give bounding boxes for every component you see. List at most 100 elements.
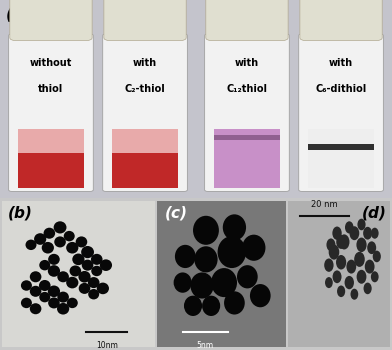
- Circle shape: [97, 282, 109, 294]
- Text: (c): (c): [165, 205, 187, 220]
- Circle shape: [76, 236, 87, 247]
- Circle shape: [336, 255, 346, 270]
- Circle shape: [237, 265, 258, 288]
- FancyBboxPatch shape: [206, 0, 288, 41]
- FancyBboxPatch shape: [205, 34, 289, 191]
- Bar: [214, 135, 280, 140]
- Circle shape: [72, 253, 85, 265]
- Circle shape: [25, 240, 36, 250]
- FancyBboxPatch shape: [300, 0, 382, 41]
- Text: with: with: [329, 58, 353, 68]
- Circle shape: [324, 259, 334, 272]
- Circle shape: [91, 266, 102, 276]
- Bar: [112, 129, 178, 153]
- Circle shape: [30, 271, 42, 282]
- Circle shape: [350, 289, 358, 300]
- Text: C₁₂thiol: C₁₂thiol: [227, 84, 267, 94]
- Circle shape: [88, 277, 100, 288]
- Text: thiol: thiol: [38, 84, 64, 94]
- Circle shape: [356, 238, 367, 252]
- Circle shape: [57, 292, 69, 303]
- Circle shape: [345, 276, 354, 289]
- Circle shape: [69, 265, 81, 276]
- Text: C₆-dithiol: C₆-dithiol: [316, 84, 367, 94]
- Circle shape: [79, 283, 90, 294]
- Text: 5nm: 5nm: [197, 341, 214, 350]
- FancyBboxPatch shape: [104, 0, 186, 41]
- Circle shape: [347, 260, 356, 274]
- Text: (b): (b): [8, 205, 33, 220]
- Circle shape: [21, 298, 32, 308]
- Circle shape: [242, 234, 265, 261]
- Circle shape: [327, 238, 336, 251]
- FancyBboxPatch shape: [103, 34, 187, 191]
- Text: with: with: [235, 58, 259, 68]
- Circle shape: [78, 271, 91, 282]
- Circle shape: [81, 246, 94, 258]
- Circle shape: [44, 228, 55, 239]
- Circle shape: [42, 242, 54, 253]
- Circle shape: [30, 286, 42, 297]
- Circle shape: [91, 254, 103, 265]
- Bar: [214, 129, 280, 188]
- Circle shape: [363, 227, 372, 240]
- Circle shape: [57, 303, 69, 315]
- Circle shape: [202, 296, 220, 316]
- Circle shape: [363, 282, 372, 294]
- Circle shape: [64, 231, 75, 241]
- Circle shape: [250, 284, 270, 307]
- Text: with: with: [133, 58, 157, 68]
- Circle shape: [337, 286, 345, 297]
- Circle shape: [184, 296, 202, 316]
- Bar: [18, 129, 84, 153]
- Circle shape: [66, 242, 78, 253]
- Circle shape: [48, 298, 60, 308]
- Circle shape: [88, 289, 99, 300]
- FancyBboxPatch shape: [10, 0, 92, 41]
- Circle shape: [21, 280, 32, 291]
- Circle shape: [48, 265, 60, 277]
- Text: 10nm: 10nm: [96, 341, 118, 350]
- Circle shape: [66, 277, 78, 288]
- Circle shape: [100, 259, 112, 271]
- Circle shape: [34, 233, 46, 245]
- Circle shape: [175, 245, 196, 268]
- Circle shape: [371, 228, 379, 239]
- Circle shape: [218, 236, 246, 268]
- Circle shape: [54, 221, 67, 233]
- Circle shape: [373, 251, 381, 262]
- Circle shape: [358, 219, 366, 230]
- Circle shape: [365, 260, 374, 274]
- Bar: [18, 153, 84, 188]
- Circle shape: [67, 298, 78, 308]
- Circle shape: [191, 272, 214, 299]
- Text: (d): (d): [362, 205, 387, 220]
- Circle shape: [339, 234, 350, 250]
- Circle shape: [193, 216, 219, 245]
- Circle shape: [48, 286, 60, 297]
- Circle shape: [211, 268, 237, 297]
- Circle shape: [39, 280, 51, 291]
- Text: without: without: [30, 58, 72, 68]
- Circle shape: [48, 254, 60, 265]
- Circle shape: [354, 252, 365, 267]
- Bar: [112, 153, 178, 188]
- Circle shape: [332, 226, 342, 240]
- Circle shape: [328, 245, 339, 260]
- Bar: [308, 144, 374, 150]
- Text: C₂-thiol: C₂-thiol: [125, 84, 165, 94]
- Circle shape: [350, 226, 359, 240]
- Circle shape: [367, 241, 376, 254]
- FancyBboxPatch shape: [299, 34, 383, 191]
- Bar: [308, 129, 374, 188]
- Circle shape: [39, 292, 50, 302]
- Circle shape: [371, 271, 379, 282]
- Circle shape: [224, 291, 245, 315]
- Circle shape: [336, 235, 346, 249]
- Circle shape: [57, 271, 69, 282]
- Circle shape: [223, 214, 246, 240]
- Circle shape: [357, 270, 367, 284]
- Text: (a): (a): [6, 6, 33, 24]
- Circle shape: [174, 272, 192, 293]
- Text: 20 nm: 20 nm: [312, 199, 338, 209]
